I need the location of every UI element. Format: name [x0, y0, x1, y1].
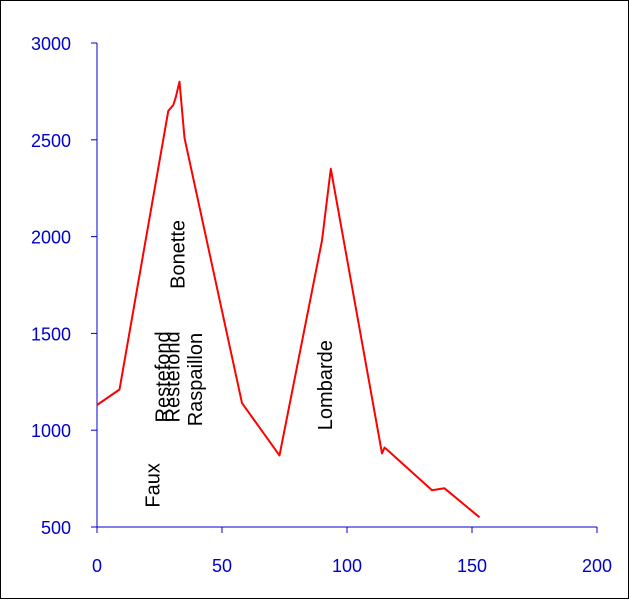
axes: 500 1000 1500 2000 2500 3000 0 50 100 150 200: [31, 34, 612, 576]
x-tick-label: 0: [92, 556, 102, 576]
x-tick-label: 150: [457, 556, 487, 576]
x-tick-label: 100: [332, 556, 362, 576]
y-tick-label: 500: [41, 518, 71, 538]
x-tick-label: 200: [582, 556, 612, 576]
col-label: Bonette: [167, 220, 189, 289]
col-label: Raspaillon: [185, 333, 207, 426]
y-tick-label: 1000: [31, 421, 71, 441]
y-tick-label: 2500: [31, 131, 71, 151]
col-label: Lombarde: [315, 340, 337, 430]
elevation-series-line: [96, 80, 481, 519]
col-label: Faux: [143, 463, 165, 507]
col-label: Restefond: [162, 331, 184, 422]
y-tick-label: 1500: [31, 324, 71, 344]
y-tick-label: 2000: [31, 228, 71, 248]
series-layer: [96, 80, 481, 519]
y-tick-label: 3000: [31, 34, 71, 54]
col-label: Restefond: [152, 331, 174, 422]
x-tick-label: 50: [212, 556, 232, 576]
